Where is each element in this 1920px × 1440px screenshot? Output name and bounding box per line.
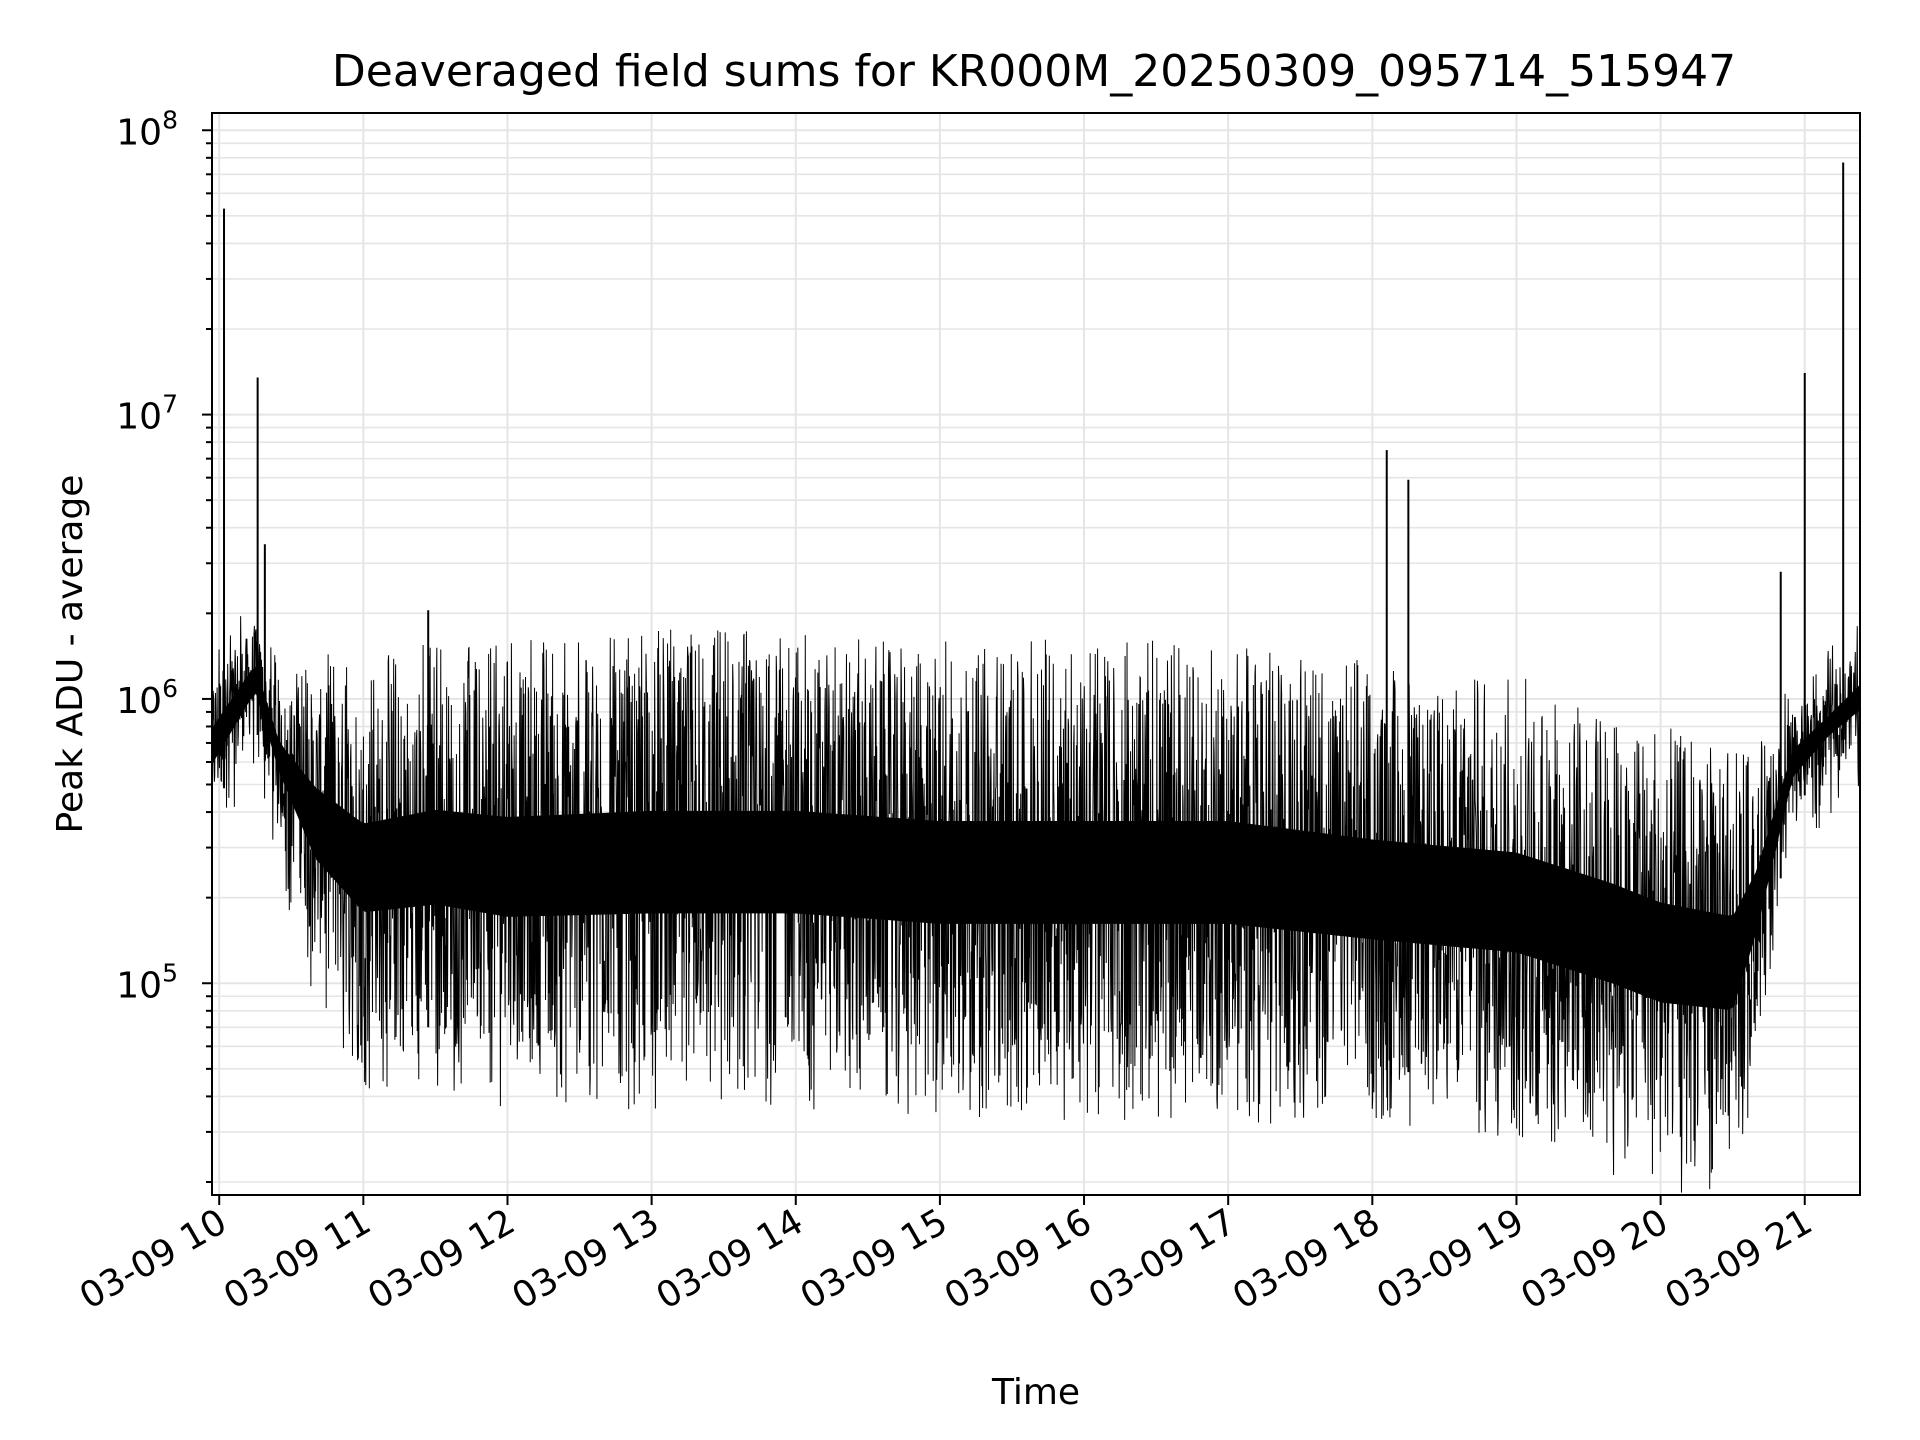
chart-title: Deaveraged field sums for KR000M_2025030… xyxy=(332,46,1736,97)
y-tick-label: 108 xyxy=(116,105,178,153)
x-axis-label: Time xyxy=(991,1372,1080,1413)
y-tick-label: 105 xyxy=(116,958,178,1006)
y-tick-label: 107 xyxy=(116,390,178,438)
plot-frame xyxy=(211,112,1861,1196)
series-line xyxy=(211,616,1861,1193)
y-axis-label: Peak ADU - average xyxy=(50,475,91,834)
series-spikes xyxy=(223,162,1845,1073)
y-tick-label: 106 xyxy=(116,674,178,722)
plot-area xyxy=(211,113,1861,1195)
y-axis: 105 106 107 108 xyxy=(116,105,212,1183)
